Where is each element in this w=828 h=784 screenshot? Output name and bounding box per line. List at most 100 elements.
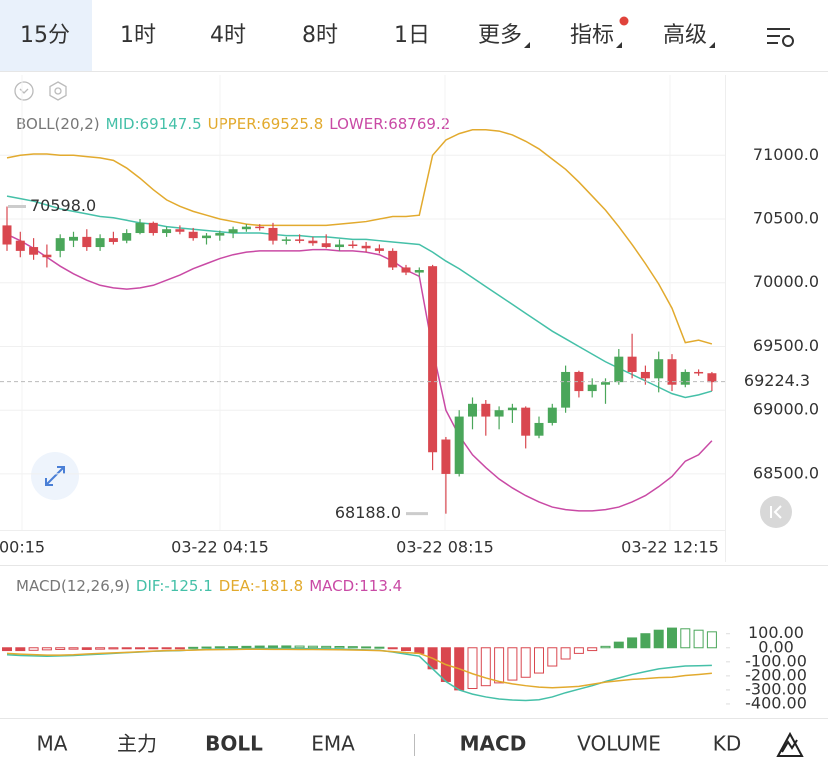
macd-line — [6, 648, 712, 689]
macd-bar — [547, 647, 558, 667]
candle-body — [29, 247, 39, 255]
macd-bar — [401, 647, 411, 652]
candle-body — [428, 266, 438, 453]
y-tick-label: -100.00 — [745, 651, 807, 670]
candle-body — [640, 371, 650, 379]
indicator-tab[interactable]: KD — [713, 732, 742, 756]
macd-bar — [68, 647, 79, 650]
min-marker-label: 68188.0 — [335, 503, 401, 522]
candle-body — [627, 356, 637, 372]
max-marker-label: 70598.0 — [30, 196, 96, 215]
indicator-tab[interactable]: VOLUME — [577, 732, 661, 756]
candle-body — [521, 407, 531, 436]
tab[interactable]: 1日 — [394, 23, 430, 48]
macd-bar — [55, 647, 66, 650]
candle-body — [175, 229, 185, 232]
selected-tab-bg — [0, 0, 92, 71]
y-tick-label: 71000.0 — [753, 145, 819, 164]
macd-line — [6, 647, 712, 702]
last-price-label: 69224.3 — [744, 371, 810, 390]
macd-bar — [95, 647, 106, 650]
macd-bar — [640, 633, 651, 649]
candle-body — [215, 233, 225, 236]
candle-body — [574, 371, 584, 392]
y-tick-label: 0.00 — [758, 637, 794, 656]
legend-item: DEA:-181.8 — [219, 577, 303, 595]
candle-body — [654, 359, 664, 379]
candle-body — [707, 373, 717, 383]
y-tick-label: 70000.0 — [753, 272, 819, 291]
indicator-tab[interactable]: 主力 — [117, 732, 157, 756]
macd-bar — [467, 647, 478, 689]
macd-bar — [587, 647, 598, 652]
candle-body — [335, 244, 344, 248]
tab[interactable]: 4时 — [210, 23, 246, 48]
macd-bar — [374, 646, 385, 649]
candle-body — [454, 416, 464, 474]
candle-body — [441, 439, 451, 474]
indicator-tab[interactable]: BOLL — [205, 732, 263, 756]
candle-body — [667, 359, 677, 385]
indicator-tab[interactable]: EMA — [311, 732, 355, 756]
candle-body — [95, 238, 105, 248]
candle-body — [162, 229, 172, 234]
candle-body — [494, 410, 504, 417]
macd-bar — [387, 647, 398, 650]
x-tick-label: 03-22 04:15 — [171, 538, 269, 557]
dropdown-arrow — [709, 42, 715, 48]
candle-body — [694, 371, 704, 374]
candle-body — [534, 422, 544, 436]
expand-button[interactable] — [31, 452, 79, 500]
macd-bar — [28, 647, 39, 651]
candle-body — [255, 226, 265, 229]
macd-bar — [613, 641, 624, 649]
candle-body — [188, 231, 198, 239]
tab[interactable]: 更多 — [478, 23, 522, 48]
candle-body — [614, 356, 624, 383]
candle-body — [374, 248, 384, 251]
candle-body — [414, 270, 424, 273]
content: 15分 1时 4时 8时 1日 更多 指标 高级 MA 主力 BOLL EMA MACD VOLUME KD… — [0, 16, 828, 756]
y-tick-label: -200.00 — [745, 665, 807, 684]
boll-line — [6, 195, 713, 399]
x-tick-label: 00:15 — [0, 538, 45, 557]
candle-body — [388, 250, 398, 268]
panel-icons[interactable] — [14, 81, 67, 101]
tab[interactable]: 8时 — [302, 23, 338, 48]
candle-body — [202, 235, 211, 239]
macd-bar — [161, 647, 172, 650]
candle-body — [55, 238, 65, 251]
legend-item: MACD:113.4 — [309, 577, 402, 595]
draw-icon[interactable] — [776, 731, 804, 757]
dropdown-arrow — [616, 42, 622, 48]
badge — [619, 16, 629, 26]
x-tick-label: 03-22 08:15 — [396, 538, 494, 557]
last-price-box — [729, 369, 828, 394]
boll-line — [6, 129, 713, 345]
candle-body — [401, 267, 411, 273]
tab[interactable]: 1时 — [120, 23, 156, 48]
legend-item: DIF:-125.1 — [136, 577, 213, 595]
indicator-tab[interactable]: MACD — [460, 732, 527, 756]
macd-bar — [254, 645, 265, 649]
tab[interactable]: 15分 — [20, 23, 70, 48]
indicator-tab[interactable]: MA — [37, 732, 68, 756]
y-tick-label: 100.00 — [748, 623, 804, 642]
tab[interactable]: 高级 — [663, 23, 707, 48]
y-tick-label: 69000.0 — [753, 400, 819, 419]
candle-body — [228, 229, 238, 234]
settings-icon[interactable] — [767, 28, 794, 47]
macd-bar — [41, 647, 52, 651]
candle-body — [348, 244, 358, 247]
macd-bar — [201, 646, 212, 649]
macd-bar — [507, 647, 518, 681]
macd-bar — [135, 647, 145, 650]
macd-bar — [108, 647, 119, 650]
candle-body — [148, 222, 158, 234]
candle-body — [308, 240, 318, 244]
tab[interactable]: 指标 — [570, 23, 614, 48]
candle-body — [122, 233, 132, 241]
candle-body — [135, 222, 145, 234]
scroll-end-button[interactable] — [760, 496, 792, 528]
candle-body — [42, 254, 52, 258]
